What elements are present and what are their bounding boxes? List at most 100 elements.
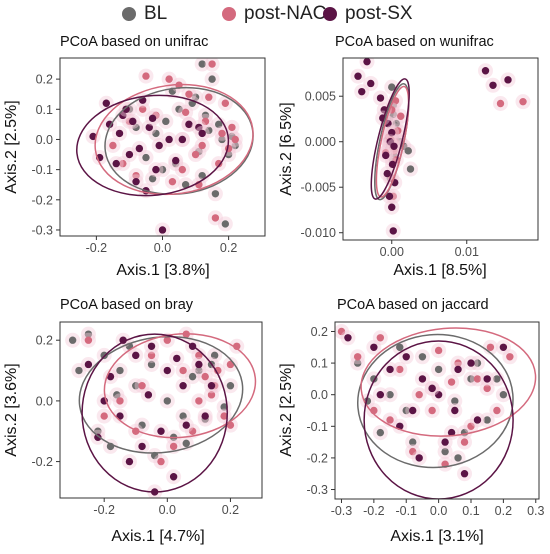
data-point bbox=[169, 442, 178, 451]
data-point bbox=[138, 382, 146, 390]
data-point bbox=[496, 99, 505, 108]
y-axis-label: Axis.2 [3.6%] bbox=[3, 363, 20, 456]
plot-area bbox=[65, 326, 257, 498]
data-point bbox=[483, 384, 491, 393]
x-axis-label: Axis.1 [3.1%] bbox=[390, 528, 483, 545]
plot-title: PCoA based on unifrac bbox=[60, 34, 208, 50]
x-tick-label: -0.2 bbox=[86, 241, 108, 255]
legend-marker bbox=[323, 7, 337, 21]
data-point bbox=[386, 390, 394, 399]
x-tick-label: 0.0 bbox=[159, 503, 176, 517]
data-point bbox=[394, 127, 402, 135]
legend: BL post-NAC post-SX bbox=[0, 0, 550, 30]
confidence-ellipse-post-sx bbox=[81, 333, 229, 493]
data-point bbox=[173, 354, 181, 363]
data-point bbox=[169, 473, 178, 481]
data-point bbox=[473, 416, 482, 424]
confidence-ellipse-bl bbox=[78, 335, 244, 454]
data-point bbox=[409, 438, 417, 446]
series-post-sx bbox=[340, 330, 511, 482]
data-point bbox=[211, 214, 220, 222]
data-point bbox=[152, 165, 160, 174]
data-point bbox=[181, 108, 190, 117]
data-point bbox=[388, 128, 396, 137]
data-point bbox=[434, 346, 443, 355]
data-point bbox=[100, 412, 108, 420]
data-point bbox=[396, 365, 404, 374]
x-tick-label: 0.01 bbox=[455, 245, 479, 259]
data-point bbox=[418, 375, 427, 383]
data-point bbox=[162, 117, 170, 126]
data-point bbox=[220, 403, 228, 411]
data-point bbox=[376, 428, 385, 437]
data-point bbox=[195, 366, 203, 375]
data-point bbox=[185, 90, 193, 98]
data-point bbox=[109, 141, 117, 150]
data-point bbox=[383, 169, 391, 178]
data-point bbox=[191, 93, 200, 101]
data-point bbox=[119, 111, 127, 120]
data-point bbox=[504, 76, 512, 84]
data-point bbox=[447, 428, 456, 437]
panel-3: -0.2 0.0 0.2 -0.2 0.0 0.2 PCoA based on bray Ax… bbox=[3, 297, 263, 545]
data-point bbox=[142, 153, 150, 162]
data-point bbox=[460, 470, 469, 478]
data-point bbox=[486, 343, 495, 351]
data-point bbox=[434, 390, 443, 399]
data-point bbox=[147, 342, 156, 350]
data-point bbox=[201, 412, 209, 420]
x-tick-label: 0.00 bbox=[380, 245, 404, 259]
panel-4: -0.3 -0.2 -0.1 0.0 0.1 0.2 0.3 -0.3 -0.2 -0.1 0.0 0… bbox=[278, 297, 544, 545]
plot-title: PCoA based on wunifrac bbox=[335, 34, 494, 50]
data-point bbox=[145, 123, 153, 132]
data-point bbox=[179, 382, 187, 390]
data-point bbox=[344, 334, 352, 342]
data-point bbox=[451, 397, 459, 405]
legend-item-bl: BL bbox=[122, 3, 167, 25]
data-point bbox=[195, 351, 203, 360]
y-tick-label: -0.3 bbox=[306, 483, 328, 497]
data-point bbox=[147, 351, 156, 360]
data-point bbox=[392, 119, 400, 128]
data-point bbox=[163, 336, 172, 344]
data-point bbox=[441, 447, 449, 456]
data-point bbox=[386, 416, 394, 424]
data-point bbox=[207, 391, 216, 399]
legend-item-post-sx: post-SX bbox=[323, 3, 413, 25]
y-tick-label: 0.1 bbox=[311, 357, 328, 371]
data-point bbox=[499, 390, 508, 399]
data-point bbox=[363, 58, 371, 66]
data-point bbox=[406, 165, 415, 173]
data-point bbox=[454, 454, 462, 462]
data-point bbox=[163, 397, 172, 405]
data-point bbox=[215, 159, 223, 168]
data-point bbox=[231, 135, 239, 144]
data-point bbox=[168, 177, 177, 186]
data-point bbox=[182, 439, 190, 448]
data-point bbox=[113, 391, 121, 399]
data-point bbox=[191, 150, 200, 159]
data-point bbox=[132, 171, 140, 180]
x-tick-label: 0.2 bbox=[495, 504, 512, 518]
x-tick-label: -0.1 bbox=[395, 504, 417, 518]
data-point bbox=[481, 67, 490, 75]
panel-1: -0.2 0.0 0.2 -0.3 -0.2 -0.1 0.0 0.1 0.2 PCoA base… bbox=[3, 34, 266, 279]
legend-marker bbox=[122, 7, 136, 21]
legend-marker bbox=[222, 7, 236, 21]
y-tick-label: -0.3 bbox=[31, 223, 53, 237]
y-tick-label: -0.005 bbox=[301, 181, 336, 195]
data-point bbox=[483, 375, 491, 383]
data-point bbox=[178, 165, 187, 174]
data-point bbox=[382, 151, 390, 160]
data-point bbox=[142, 72, 150, 80]
data-point bbox=[210, 351, 219, 360]
data-point bbox=[388, 203, 396, 211]
y-axis-label: Axis.2 [2.5%] bbox=[3, 100, 20, 193]
data-point bbox=[178, 135, 187, 144]
y-tick-label: 0.000 bbox=[305, 135, 336, 149]
data-point bbox=[84, 336, 93, 344]
data-point bbox=[233, 342, 241, 350]
panel-border bbox=[59, 321, 263, 499]
series-post-nac bbox=[335, 323, 518, 472]
